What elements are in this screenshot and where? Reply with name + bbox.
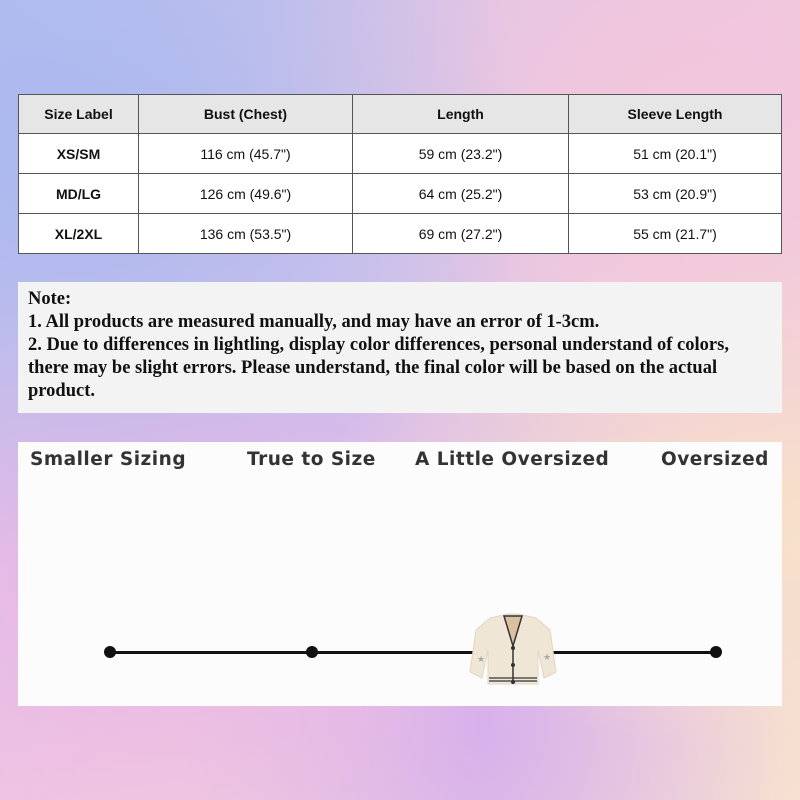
note-box: Note: 1. All products are measured manua…	[18, 282, 782, 413]
fit-scale-line	[110, 651, 716, 654]
header-bust: Bust (Chest)	[138, 94, 353, 134]
note-line-2: 2. Due to differences in lightling, disp…	[28, 335, 729, 401]
cell-length: 59 cm (23.2")	[352, 133, 569, 174]
cell-size: XL/2XL	[18, 213, 139, 254]
header-length: Length	[352, 94, 569, 134]
cell-size: MD/LG	[18, 173, 139, 214]
fit-dot-smaller	[104, 646, 116, 658]
cell-sleeve: 55 cm (21.7")	[568, 213, 782, 254]
cell-bust: 126 cm (49.6")	[138, 173, 353, 214]
fit-label-oversized: Oversized	[661, 449, 769, 470]
table-row: MD/LG 126 cm (49.6") 64 cm (25.2") 53 cm…	[18, 173, 782, 214]
fit-label-true: True to Size	[247, 449, 376, 470]
note-title: Note:	[28, 289, 72, 309]
cell-length: 64 cm (25.2")	[352, 173, 569, 214]
cardigan-icon: ★ ★	[469, 613, 557, 685]
cell-sleeve: 51 cm (20.1")	[568, 133, 782, 174]
cell-bust: 116 cm (45.7")	[138, 133, 353, 174]
cell-bust: 136 cm (53.5")	[138, 213, 353, 254]
header-size-label: Size Label	[18, 94, 139, 134]
svg-text:★: ★	[477, 654, 485, 664]
header-sleeve-length: Sleeve Length	[568, 94, 782, 134]
fit-scale: Smaller Sizing True to Size A Little Ove…	[18, 442, 782, 706]
table-row: XS/SM 116 cm (45.7") 59 cm (23.2") 51 cm…	[18, 133, 782, 174]
table-header-row: Size Label Bust (Chest) Length Sleeve Le…	[18, 94, 782, 134]
note-line-1: 1. All products are measured manually, a…	[28, 312, 600, 332]
fit-label-smaller: Smaller Sizing	[30, 449, 187, 470]
fit-dot-oversized	[710, 646, 722, 658]
svg-text:★: ★	[543, 652, 551, 662]
size-table: Size Label Bust (Chest) Length Sleeve Le…	[18, 94, 782, 254]
cell-size: XS/SM	[18, 133, 139, 174]
table-row: XL/2XL 136 cm (53.5") 69 cm (27.2") 55 c…	[18, 213, 782, 254]
cell-length: 69 cm (27.2")	[352, 213, 569, 254]
cell-sleeve: 53 cm (20.9")	[568, 173, 782, 214]
fit-label-little-oversized: A Little Oversized	[415, 449, 610, 470]
fit-dot-true	[306, 646, 318, 658]
